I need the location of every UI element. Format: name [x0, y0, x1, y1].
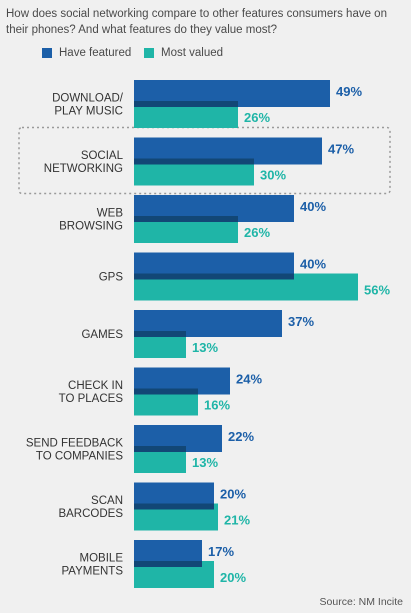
legend-swatch-have-featured	[42, 48, 52, 58]
value-label-most-valued-send-feedback-to-companies: 13%	[192, 455, 218, 470]
bar-overlap-download-play-music	[134, 101, 238, 107]
bar-overlap-games	[134, 331, 186, 337]
category-label-web-browsing: BROWSING	[59, 221, 123, 233]
value-label-most-valued-web-browsing: 26%	[244, 225, 270, 240]
value-label-most-valued-check-in-to-places: 16%	[204, 398, 230, 413]
category-label-check-in-to-places: TO PLACES	[59, 393, 124, 405]
category-label-send-feedback-to-companies: SEND FEEDBACK	[26, 438, 123, 450]
legend-swatch-most-valued	[144, 48, 154, 58]
source-note: Source: NM Incite	[319, 596, 403, 608]
bar-overlap-mobile-payments	[134, 561, 202, 567]
value-label-most-valued-gps: 56%	[364, 283, 390, 298]
category-label-mobile-payments: PAYMENTS	[61, 566, 123, 578]
bar-overlap-gps	[134, 273, 294, 280]
category-label-mobile-payments: MOBILE	[80, 553, 124, 565]
category-label-social-networking: SOCIAL	[81, 150, 124, 162]
highlight-box	[18, 126, 391, 195]
category-label-download-play-music: PLAY MUSIC	[54, 106, 123, 118]
value-label-have-featured-web-browsing: 40%	[300, 199, 326, 214]
category-label-web-browsing: WEB	[97, 208, 124, 220]
legend-item-have-featured: Have featured	[42, 47, 131, 59]
bar-overlap-send-feedback-to-companies	[134, 446, 186, 452]
value-label-have-featured-send-feedback-to-companies: 22%	[228, 429, 254, 444]
value-label-most-valued-scan-barcodes: 21%	[224, 513, 250, 528]
value-label-have-featured-gps: 40%	[300, 257, 326, 272]
bar-overlap-web-browsing	[134, 216, 238, 222]
value-label-have-featured-mobile-payments: 17%	[208, 544, 234, 559]
legend-label-have-featured: Have featured	[59, 47, 132, 59]
chart-title: How does social networking compare to ot…	[6, 8, 387, 36]
bar-overlap-scan-barcodes	[134, 503, 214, 510]
category-label-social-networking: NETWORKING	[44, 163, 123, 175]
value-label-have-featured-download-play-music: 49%	[336, 84, 362, 99]
category-label-check-in-to-places: CHECK IN	[68, 380, 123, 392]
value-label-have-featured-games: 37%	[288, 314, 314, 329]
category-label-scan-barcodes: BARCODES	[58, 508, 123, 520]
value-label-most-valued-download-play-music: 26%	[244, 110, 270, 125]
category-label-games: GAMES	[81, 329, 123, 341]
value-label-most-valued-games: 13%	[192, 340, 218, 355]
legend-label-most-valued: Most valued	[161, 47, 224, 59]
category-label-gps: GPS	[99, 272, 124, 284]
bar-overlap-social-networking	[134, 158, 254, 165]
value-label-have-featured-check-in-to-places: 24%	[236, 372, 262, 387]
value-label-have-featured-scan-barcodes: 20%	[220, 487, 246, 502]
category-label-scan-barcodes: SCAN	[91, 495, 123, 507]
legend-item-most-valued: Most valued	[144, 47, 223, 59]
category-label-download-play-music: DOWNLOAD/	[52, 93, 124, 105]
value-label-most-valued-mobile-payments: 20%	[220, 570, 246, 585]
category-label-send-feedback-to-companies: TO COMPANIES	[36, 451, 123, 463]
value-label-most-valued-social-networking: 30%	[260, 168, 286, 183]
value-label-have-featured-social-networking: 47%	[328, 142, 354, 157]
bar-overlap-check-in-to-places	[134, 388, 198, 395]
